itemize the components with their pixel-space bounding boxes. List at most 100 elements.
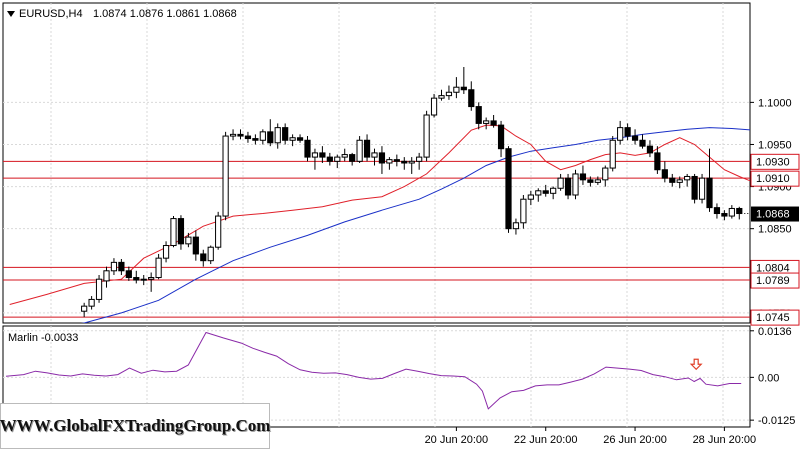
candle-bear xyxy=(736,207,743,215)
candle-bull xyxy=(617,127,624,141)
candle-bull xyxy=(155,257,162,279)
candle-bear xyxy=(118,261,125,272)
indicator-title: Marlin -0.0033 xyxy=(8,332,78,344)
candle-bull xyxy=(527,194,534,200)
indicator-tick-label: -0.0125 xyxy=(758,415,795,427)
current-price-box xyxy=(751,206,799,222)
candle-bear xyxy=(661,169,668,179)
candle-bear xyxy=(267,131,274,144)
candle-bear xyxy=(542,190,549,194)
candle-bull xyxy=(423,114,430,158)
candle-bear xyxy=(691,175,698,200)
candle-bull xyxy=(334,156,341,162)
candle-bull xyxy=(356,139,363,162)
candle-bear xyxy=(349,154,356,162)
candle-bear xyxy=(200,253,207,262)
candle-bear xyxy=(646,145,654,154)
candle-bull xyxy=(222,135,229,217)
candle-bear xyxy=(505,148,512,230)
chart-menu-triangle-icon[interactable] xyxy=(7,11,15,17)
candle-bull xyxy=(430,97,438,116)
candle-bull xyxy=(676,179,683,183)
candle-bull xyxy=(557,177,564,189)
candle-bull xyxy=(520,198,527,224)
candle-bull xyxy=(684,175,691,181)
candle-bull xyxy=(453,86,460,93)
marlin-path xyxy=(5,331,742,410)
ma-slow-line xyxy=(80,127,750,323)
candle-bull xyxy=(148,277,155,280)
candle-bull xyxy=(289,137,296,141)
candle-bear xyxy=(468,89,475,108)
watermark: WWW.GlobalFXTradingGroup.Com xyxy=(0,403,270,449)
candle-bear xyxy=(721,213,728,217)
marlin-line xyxy=(5,331,742,410)
candle-bull xyxy=(95,278,103,300)
candle-bull xyxy=(110,261,118,272)
ohlc-values: 1.0874 1.0876 1.0861 1.0868 xyxy=(93,8,237,20)
candle-bull xyxy=(535,190,542,196)
candle-bull xyxy=(602,167,609,181)
candle-bear xyxy=(304,139,311,158)
candle-bull xyxy=(88,298,95,307)
time-tick-label: 28 Jun 20:00 xyxy=(693,434,757,446)
candle-bear xyxy=(631,135,639,141)
main-grid xyxy=(3,3,750,323)
candle-bear xyxy=(706,177,713,209)
candle-bull xyxy=(207,246,214,262)
candle-bear xyxy=(296,137,304,141)
candle-bear xyxy=(497,124,505,150)
down-arrow-shape xyxy=(689,358,703,371)
time-axis: 20 Jun 20:00 22 Jun 20:00 26 Jun 20:00 28 J… xyxy=(425,427,757,446)
candle-bear xyxy=(252,138,259,141)
candle-bull xyxy=(215,215,222,248)
candle-bear xyxy=(579,173,587,181)
time-tick-label: 20 Jun 20:00 xyxy=(425,434,489,446)
level-label: 1.0930 xyxy=(756,156,790,168)
candle-bull xyxy=(550,187,557,194)
candle-bear xyxy=(490,120,497,126)
price-tick-label: 1.1000 xyxy=(758,97,792,109)
candle-bull xyxy=(483,120,490,124)
current-price-marker: 1.0868 xyxy=(751,206,799,222)
candle-bull xyxy=(259,131,266,141)
level-label-box xyxy=(750,309,800,326)
horizontal-levels xyxy=(3,160,750,318)
candle-bull xyxy=(698,177,706,200)
symbol-title: EURUSD,H4 xyxy=(19,8,83,20)
candles xyxy=(81,67,743,318)
candle-bull xyxy=(572,173,579,196)
candle-bull xyxy=(170,218,177,247)
candle-bear xyxy=(378,152,386,164)
candle-bull xyxy=(162,245,170,259)
candle-bear xyxy=(564,177,572,196)
candle-bull xyxy=(594,179,601,183)
candle-bear xyxy=(125,270,132,279)
candle-bull xyxy=(311,152,319,158)
candle-bear xyxy=(326,156,333,162)
indicator-tick-label: 0.00 xyxy=(758,372,779,384)
candle-bull xyxy=(229,133,237,137)
candle-bull xyxy=(103,270,110,282)
candle-bull xyxy=(438,95,445,99)
candle-bear xyxy=(319,152,326,158)
candle-bear xyxy=(713,207,721,215)
candle-bull xyxy=(445,91,453,97)
price-tick-label: 1.0950 xyxy=(758,139,792,151)
candle-bear xyxy=(669,177,676,183)
candle-bull xyxy=(728,207,735,217)
indicator-tick-label: 0.0136 xyxy=(758,326,792,338)
level-label: 1.0804 xyxy=(756,262,790,274)
candle-bull xyxy=(609,139,616,169)
level-label: 1.0745 xyxy=(756,312,790,324)
candle-bear xyxy=(393,159,400,162)
main-chart-frame xyxy=(2,2,751,324)
time-tick-label: 22 Jun 20:00 xyxy=(514,434,578,446)
candle-bull xyxy=(274,127,281,144)
candle-bear xyxy=(237,133,244,137)
candle-bear xyxy=(363,139,371,158)
candle-bull xyxy=(81,305,88,312)
time-tick-label: 26 Jun 20:00 xyxy=(603,434,667,446)
